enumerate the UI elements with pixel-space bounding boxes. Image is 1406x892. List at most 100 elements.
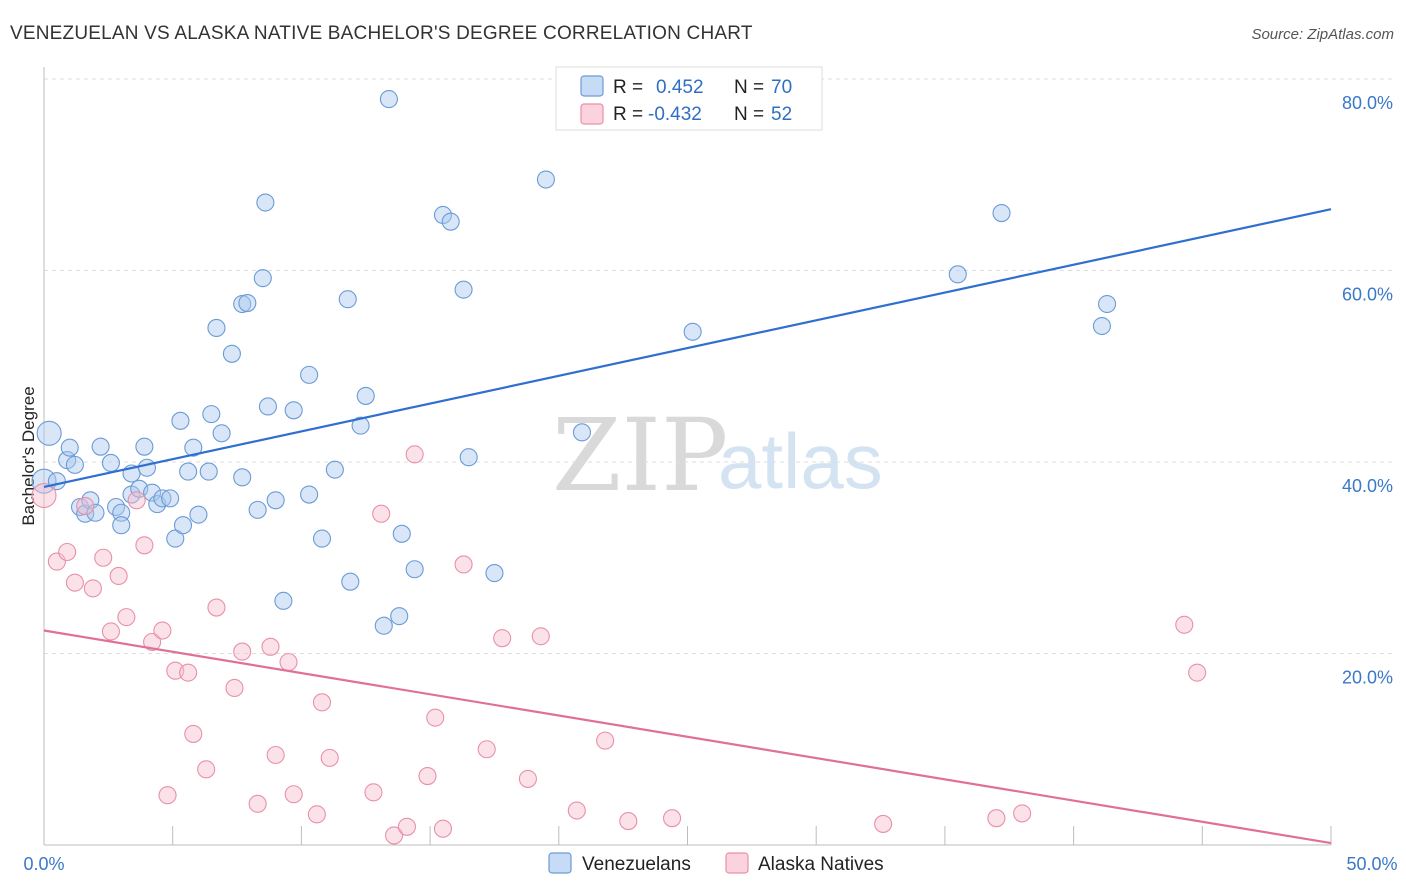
point-alaska-natives-8 — [109, 566, 128, 585]
stats-r-value-0: 0.452 — [656, 77, 704, 98]
point-venezuelans-41 — [258, 397, 277, 416]
stats-r-label-0: R = — [613, 77, 643, 98]
point-venezuelans-39 — [253, 269, 272, 288]
point-venezuelans-40 — [256, 193, 275, 212]
point-venezuelans-62 — [485, 564, 504, 583]
watermark-atlas: atlas — [718, 417, 883, 505]
watermark-zip: ZIP — [552, 397, 728, 514]
point-alaska-natives-28 — [312, 693, 332, 712]
legend-swatch-alaska-natives — [725, 852, 749, 874]
point-alaska-natives-10 — [127, 491, 146, 510]
point-venezuelans-32 — [207, 318, 226, 338]
point-alaska-natives-47 — [874, 814, 893, 833]
point-venezuelans-38 — [248, 500, 267, 519]
point-venezuelans-35 — [233, 468, 252, 487]
point-venezuelans-64 — [572, 423, 592, 442]
point-alaska-natives-40 — [493, 629, 512, 648]
point-venezuelans-66 — [948, 265, 967, 284]
point-alaska-natives-21 — [233, 642, 252, 661]
stats-r-value-1: -0.432 — [648, 104, 702, 125]
point-alaska-natives-37 — [433, 819, 453, 838]
point-venezuelans-33 — [212, 424, 231, 443]
y-tick-label-40: 40.0% — [1342, 476, 1393, 496]
point-alaska-natives-23 — [261, 637, 280, 656]
point-alaska-natives-3 — [65, 573, 84, 592]
point-venezuelans-27 — [179, 462, 198, 481]
point-alaska-natives-30 — [364, 783, 383, 802]
point-alaska-natives-32 — [385, 826, 404, 845]
y-tick-label-80: 80.0% — [1342, 93, 1393, 113]
point-alaska-natives-33 — [397, 817, 416, 836]
legend-label-alaska-natives: Alaska Natives — [758, 854, 884, 875]
point-venezuelans-47 — [312, 529, 332, 548]
point-alaska-natives-51 — [1188, 663, 1207, 682]
point-alaska-natives-0 — [31, 482, 57, 509]
point-venezuelans-5 — [65, 455, 84, 474]
point-venezuelans-34 — [222, 344, 241, 363]
y-tick-labels: 20.0% 40.0% 60.0% 80.0% — [1342, 93, 1393, 688]
point-venezuelans-26 — [173, 516, 193, 535]
point-venezuelans-0 — [31, 468, 57, 494]
series-alaska-natives-points — [31, 445, 1207, 845]
point-venezuelans-14 — [112, 516, 131, 535]
point-venezuelans-4 — [60, 438, 79, 457]
trend-line-alaska-natives — [43, 629, 1332, 845]
point-venezuelans-52 — [356, 386, 375, 405]
point-venezuelans-57 — [405, 560, 424, 579]
stats-swatch-venezuelans — [580, 75, 604, 97]
gridlines — [44, 78, 1392, 654]
point-venezuelans-25 — [171, 411, 190, 430]
point-alaska-natives-50 — [1175, 615, 1194, 634]
point-alaska-natives-31 — [372, 504, 391, 523]
point-venezuelans-37 — [238, 294, 257, 313]
point-venezuelans-13 — [112, 503, 131, 522]
point-venezuelans-59 — [441, 212, 460, 231]
point-alaska-natives-4 — [76, 496, 95, 516]
point-alaska-natives-18 — [197, 760, 216, 779]
stats-swatch-alaska-natives — [580, 103, 604, 125]
point-venezuelans-45 — [300, 365, 319, 384]
point-alaska-natives-43 — [567, 801, 586, 820]
point-alaska-natives-11 — [135, 536, 154, 555]
stats-n-value-0: 70 — [771, 77, 792, 98]
point-alaska-natives-6 — [94, 548, 113, 567]
point-alaska-natives-17 — [184, 724, 203, 743]
x-tick-label-min: 0.0% — [23, 854, 64, 874]
stats-legend: R = 0.452 N = 70 R = -0.432 N = 52 — [555, 66, 823, 131]
point-alaska-natives-5 — [83, 579, 102, 598]
point-alaska-natives-36 — [426, 708, 445, 727]
point-alaska-natives-42 — [531, 627, 550, 646]
point-venezuelans-19 — [137, 458, 157, 477]
point-venezuelans-60 — [454, 280, 473, 299]
point-alaska-natives-24 — [266, 745, 285, 765]
point-alaska-natives-16 — [179, 663, 198, 682]
point-venezuelans-11 — [101, 453, 120, 473]
point-venezuelans-69 — [1098, 294, 1117, 314]
point-alaska-natives-7 — [101, 622, 120, 641]
point-venezuelans-30 — [199, 462, 218, 481]
point-alaska-natives-12 — [143, 632, 162, 652]
point-venezuelans-28 — [184, 438, 203, 457]
point-alaska-natives-38 — [454, 555, 473, 574]
point-venezuelans-42 — [266, 491, 285, 510]
point-venezuelans-49 — [338, 290, 357, 309]
point-venezuelans-55 — [390, 607, 409, 626]
point-alaska-natives-46 — [663, 809, 682, 828]
stats-r-label-1: R = — [613, 104, 643, 125]
point-venezuelans-58 — [433, 205, 453, 225]
point-alaska-natives-39 — [477, 740, 496, 759]
point-alaska-natives-35 — [418, 767, 437, 786]
chart-source: Source: ZipAtlas.com — [1251, 26, 1394, 43]
series-legend: Venezuelans Alaska Natives — [548, 852, 884, 875]
point-alaska-natives-9 — [117, 608, 136, 627]
point-venezuelans-53 — [374, 616, 393, 635]
point-alaska-natives-34 — [405, 445, 424, 464]
legend-label-venezuelans: Venezuelans — [582, 854, 691, 875]
stats-n-label-0: N = — [734, 77, 764, 98]
trend-line-venezuelans — [43, 208, 1332, 488]
point-venezuelans-44 — [284, 401, 303, 420]
point-alaska-natives-22 — [248, 794, 267, 813]
point-alaska-natives-48 — [987, 809, 1006, 828]
point-alaska-natives-49 — [1013, 804, 1032, 823]
